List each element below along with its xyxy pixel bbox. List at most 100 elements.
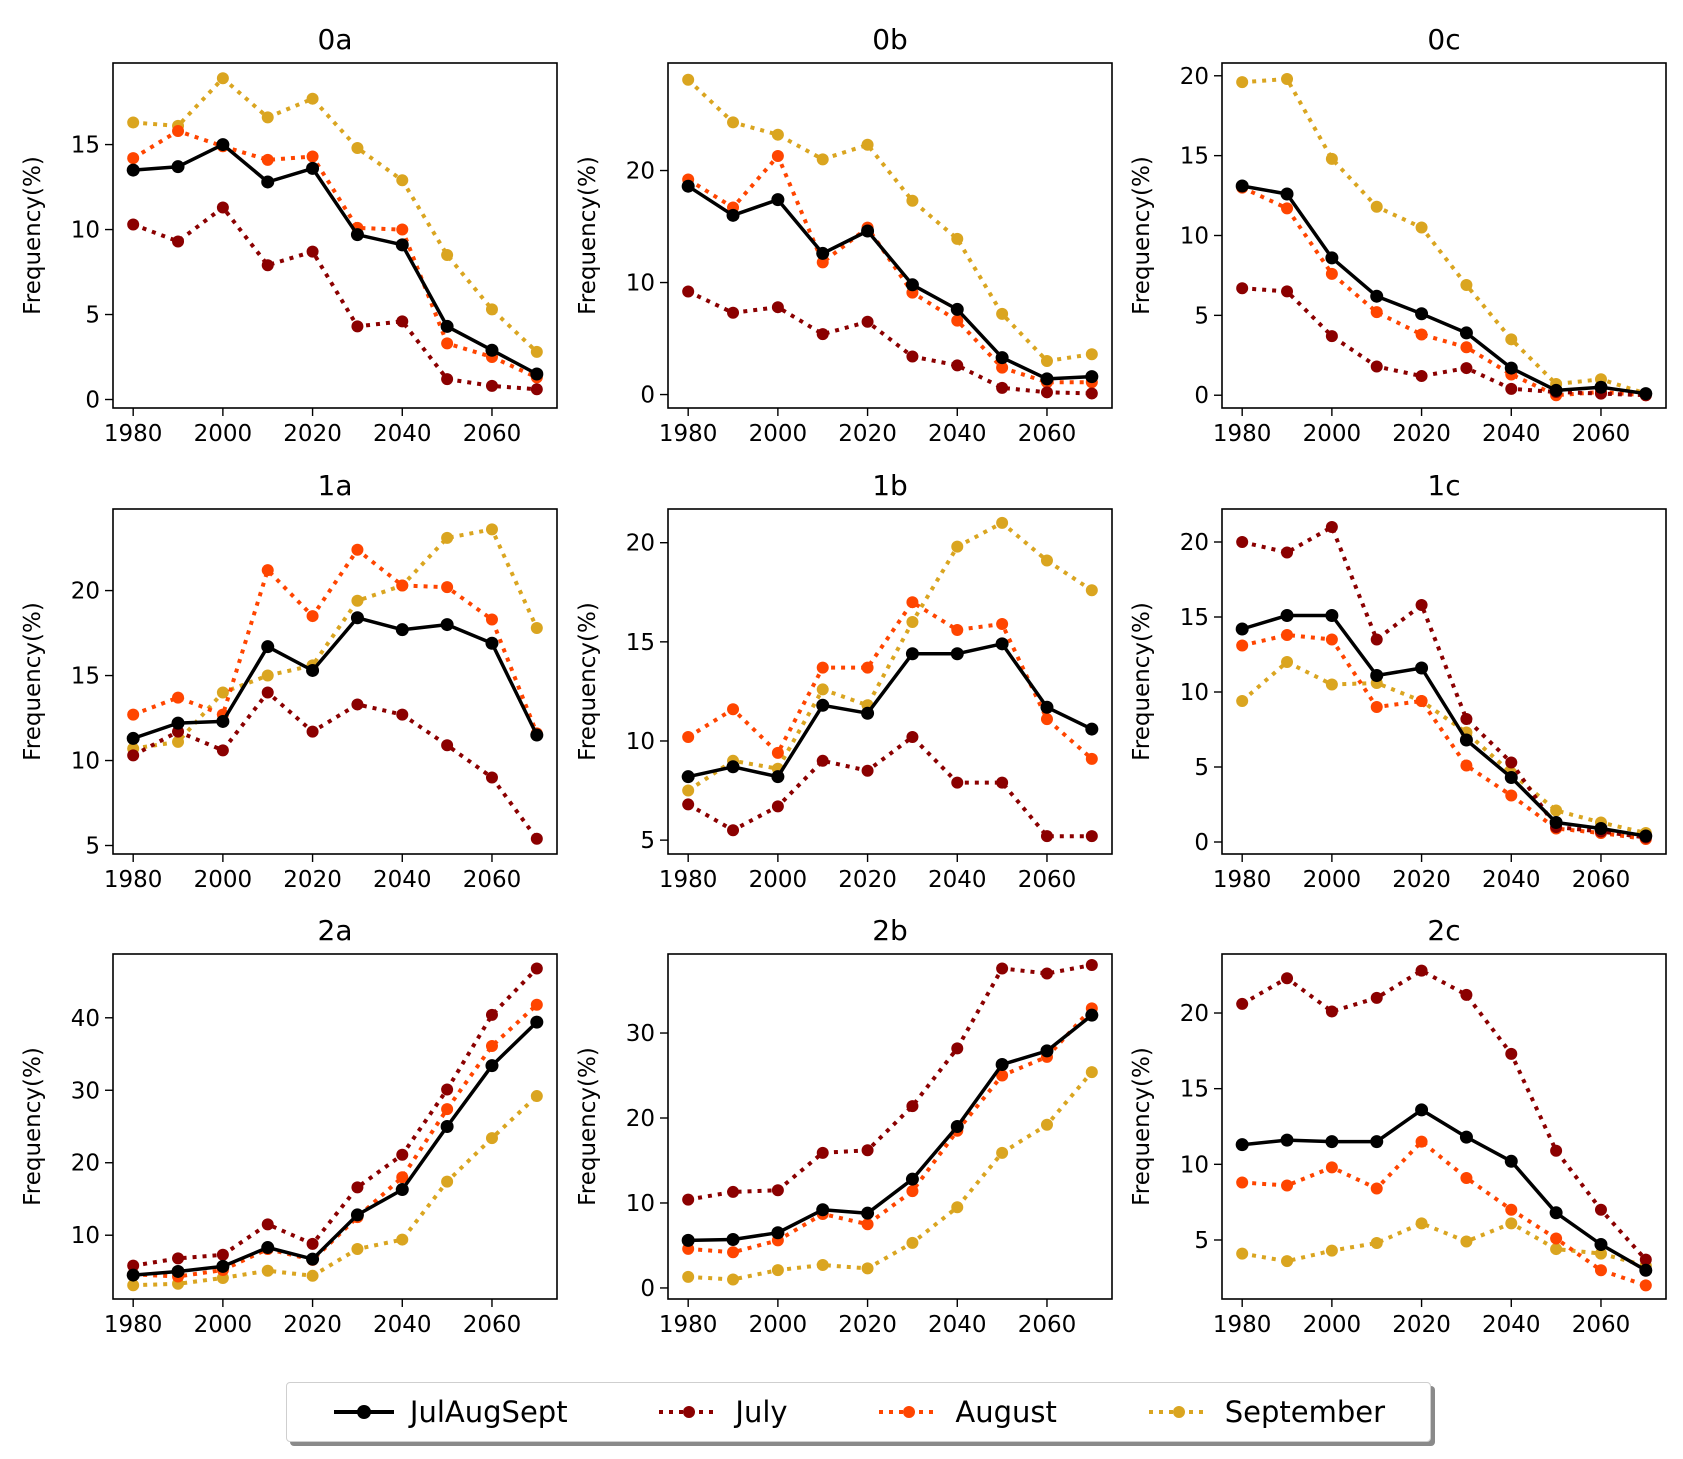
data-point-september (1325, 152, 1338, 165)
axes-frame (1221, 62, 1667, 409)
series-line-july (1241, 525, 1647, 840)
data-point-september (682, 73, 695, 86)
x-tick-label: 2060 (463, 421, 522, 447)
data-point-august (996, 361, 1009, 374)
data-point-august (1505, 789, 1518, 802)
series-line-august (1242, 1139, 1647, 1288)
data-point-julaugsept (395, 238, 409, 252)
data-point-july (306, 725, 319, 738)
data-point-julaugsept (1040, 700, 1054, 714)
x-tick-label: 2020 (283, 421, 342, 447)
data-point-july (816, 754, 829, 767)
data-point-september (861, 1262, 874, 1275)
data-point-julaugsept (1370, 669, 1384, 682)
data-point-july (485, 1008, 498, 1021)
data-point-july (441, 1083, 454, 1096)
series-line-august (1241, 185, 1646, 398)
data-point-july (351, 1181, 364, 1194)
y-axis-label: Frequency(%) (575, 156, 601, 315)
y-tick-label: 20 (71, 1151, 100, 1177)
series-line-july (1241, 968, 1648, 1262)
x-tick-label: 1980 (659, 1312, 718, 1338)
data-point-september (1040, 1118, 1053, 1131)
data-point-august (351, 543, 364, 556)
data-point-julaugsept (816, 1203, 830, 1217)
data-point-july (127, 749, 140, 762)
data-point-august (485, 613, 498, 626)
data-point-september (216, 72, 229, 85)
data-point-august (441, 1103, 454, 1116)
data-point-august (127, 152, 140, 165)
data-point-july (127, 1259, 140, 1272)
data-point-august (441, 581, 454, 594)
x-tick-label: 2040 (1482, 1312, 1541, 1338)
data-point-julaugsept (816, 246, 830, 260)
y-tick-label: 15 (626, 630, 655, 656)
data-point-august (1325, 1161, 1338, 1174)
data-point-september (530, 345, 543, 358)
series-line-july (132, 205, 537, 392)
data-point-august (441, 337, 454, 350)
data-point-september (1550, 804, 1563, 817)
data-point-july (816, 328, 829, 341)
data-point-august (530, 998, 543, 1011)
data-point-julaugsept (1325, 1135, 1339, 1149)
data-point-september (1460, 1235, 1473, 1248)
data-point-august (1236, 639, 1249, 652)
data-point-august (1281, 202, 1294, 215)
data-point-julaugsept (485, 636, 499, 650)
series-line-july (132, 967, 539, 1268)
x-tick-label: 2060 (1572, 867, 1631, 893)
data-point-september (351, 1242, 364, 1255)
x-tick-label: 2000 (1303, 867, 1362, 893)
data-point-julaugsept (681, 179, 695, 193)
data-point-july (306, 245, 319, 258)
y-tick-label: 20 (626, 159, 655, 185)
data-point-september (816, 683, 829, 696)
data-point-july (441, 739, 454, 752)
data-point-september (771, 128, 784, 141)
data-point-september (530, 621, 543, 634)
data-point-september (351, 141, 364, 154)
subplot-title: 0a (318, 23, 353, 56)
subplot-title: 2c (1427, 914, 1460, 947)
data-point-september (1085, 584, 1098, 597)
subplot-title: 2a (318, 914, 353, 947)
x-tick-label: 2040 (373, 1312, 432, 1338)
x-tick-label: 2060 (1018, 1312, 1077, 1338)
data-point-july (727, 1185, 740, 1198)
y-tick-label: 5 (1194, 755, 1209, 781)
data-point-july (906, 350, 919, 363)
data-point-july (216, 1248, 229, 1261)
series-line-september (133, 1094, 539, 1288)
data-point-july (261, 686, 274, 699)
subplot-1b: 1b Frequency(%) 1980 2000 2020 2040 2060 5 10 15 2… (575, 469, 1113, 893)
y-tick-label: 10 (1180, 680, 1209, 706)
data-point-julaugsept (485, 1059, 499, 1073)
data-point-july (396, 315, 409, 328)
x-tick-label: 2020 (838, 867, 897, 893)
data-point-july (951, 359, 964, 372)
data-point-september (727, 116, 740, 129)
series-line-august (132, 547, 539, 735)
y-tick-label: 30 (626, 1021, 655, 1047)
data-point-julaugsept (681, 1233, 695, 1247)
data-point-julaugsept (726, 1233, 740, 1247)
y-tick-label: 15 (71, 133, 100, 159)
subplot-1c: 1c Frequency(%) 1980 2000 2020 2040 2060 0 5 10 15… (1129, 469, 1667, 893)
data-point-julaugsept (995, 351, 1009, 365)
data-point-september (441, 249, 454, 262)
x-tick-label: 2000 (749, 867, 808, 893)
data-point-july (951, 1042, 964, 1055)
data-point-august (1415, 1135, 1428, 1148)
x-tick-label: 2000 (1303, 1312, 1362, 1338)
x-tick-label: 1980 (104, 421, 163, 447)
data-point-julaugsept (1459, 733, 1473, 747)
axes-frame (1221, 508, 1667, 855)
data-point-julaugsept (1325, 251, 1339, 265)
x-tick-label: 2060 (463, 1312, 522, 1338)
data-point-july (1594, 1203, 1607, 1216)
data-point-july (261, 259, 274, 272)
data-point-july (530, 832, 543, 845)
data-point-july (530, 383, 543, 396)
